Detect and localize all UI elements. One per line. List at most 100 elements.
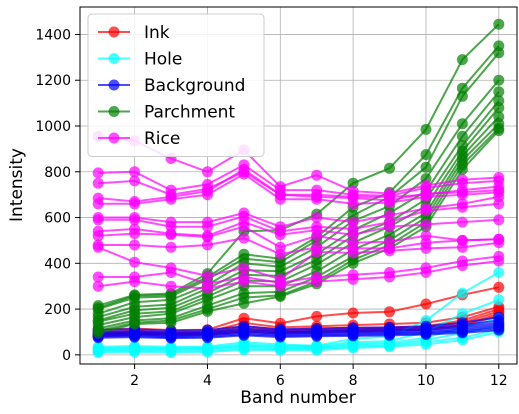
rice-point [165, 193, 177, 205]
parchment-line [97, 100, 500, 322]
parchment-line [97, 91, 500, 319]
rice-point [456, 260, 468, 272]
y-tick-label: 0 [62, 348, 71, 364]
parchment-point [493, 18, 505, 30]
rice-point [202, 283, 213, 294]
rice-line [98, 168, 499, 203]
background-line [98, 329, 499, 340]
background-line [98, 323, 499, 336]
y-tick-label: 400 [44, 256, 71, 272]
y-tick-label: 200 [44, 302, 71, 318]
legend-label-hole: Hole [144, 50, 182, 70]
parchment-point [493, 125, 505, 137]
x-tick-label: 10 [417, 373, 435, 389]
parchment-point [456, 82, 468, 94]
x-tick-label: 6 [276, 373, 285, 389]
rice-point [420, 191, 432, 203]
rice-point [165, 229, 177, 241]
y-axis-label: Intensity [7, 148, 27, 222]
rice-point [420, 218, 432, 230]
rice-point [311, 246, 323, 258]
background-point [202, 332, 213, 344]
y-tick-label: 1400 [35, 27, 71, 43]
rice-point [456, 201, 468, 213]
hole-point [420, 339, 432, 350]
parchment-point [165, 317, 177, 329]
data-series [92, 18, 505, 359]
rice-point [92, 230, 104, 242]
hole-point [311, 344, 323, 356]
background-point [347, 330, 359, 342]
rice-point [129, 175, 141, 187]
background-point [420, 329, 432, 340]
rice-point [384, 197, 395, 209]
hole-line [98, 324, 500, 352]
rice-line [98, 172, 499, 205]
legend-box [87, 13, 265, 157]
hole-line [98, 331, 500, 354]
legend-marker-ink [108, 26, 120, 38]
parchment-point [420, 161, 432, 173]
rice-point [274, 248, 286, 260]
hole-point [274, 344, 286, 356]
rice-line [97, 241, 499, 281]
rice-point [347, 273, 359, 285]
rice-point [456, 241, 468, 253]
rice-point [493, 214, 505, 226]
parchment-point [456, 90, 468, 102]
parchment-point [420, 149, 432, 161]
hole-point [202, 346, 213, 358]
hole-point [347, 342, 359, 354]
parchment-point [202, 305, 213, 317]
rice-point [92, 271, 104, 283]
rice-point [202, 239, 213, 251]
hole-point [92, 347, 104, 359]
x-tick-label: 2 [130, 373, 139, 389]
parchment-point [274, 291, 286, 302]
background-point [311, 330, 323, 342]
y-tick-label: 600 [44, 211, 71, 227]
hole-point [493, 267, 505, 278]
rice-point [311, 212, 323, 223]
rice-line [98, 237, 499, 256]
parchment-line [97, 45, 500, 309]
rice-point [274, 229, 286, 241]
rice-point [238, 168, 250, 180]
rice-point [129, 214, 141, 226]
parchment-point [493, 47, 505, 59]
rice-point [384, 221, 395, 233]
legend-marker-background [108, 79, 120, 91]
parchment-point [456, 130, 468, 142]
rice-point [311, 276, 323, 288]
rice-point [202, 231, 213, 243]
x-axis-label: Band number [240, 388, 355, 408]
rice-point [238, 262, 250, 274]
rice-point [384, 271, 395, 283]
background-line [98, 316, 499, 332]
parchment-point [493, 102, 505, 114]
rice-point [274, 280, 286, 292]
hole-point [493, 294, 505, 306]
background-point [274, 331, 286, 343]
series-rice [92, 130, 505, 294]
background-line [98, 319, 499, 334]
rice-point [493, 255, 505, 267]
background-point [493, 324, 505, 336]
hole-line [98, 328, 500, 353]
rice-line [98, 202, 499, 233]
hole-point [456, 308, 468, 320]
rice-point [129, 198, 141, 210]
plot-frame [79, 6, 518, 365]
background-line [98, 325, 499, 338]
rice-line [98, 163, 499, 197]
rice-point [238, 221, 250, 233]
ink-point [420, 298, 432, 310]
parchment-point [456, 54, 468, 66]
rice-line [98, 255, 499, 285]
rice-point [202, 270, 213, 282]
ink-point [311, 310, 323, 322]
hole-point [384, 341, 395, 353]
axes: 2 4 6 8 10 12 0 200 400 600 800 1000 1200 1400 [35, 27, 507, 389]
ink-point [347, 307, 359, 319]
